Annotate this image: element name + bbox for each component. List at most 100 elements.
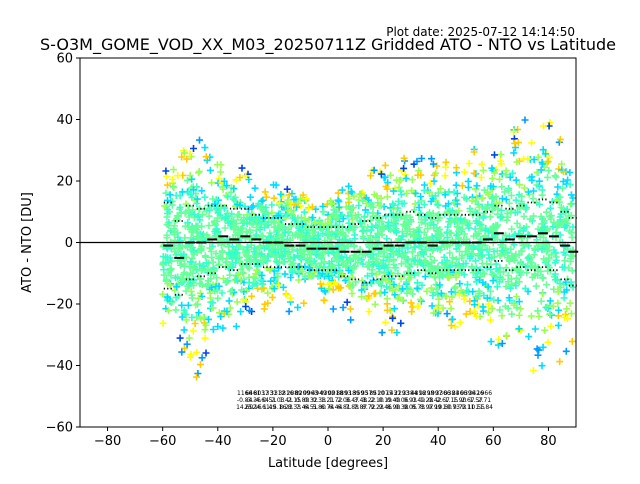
scatter-point (502, 283, 510, 290)
scatter-point (551, 276, 559, 284)
scatter-point (339, 230, 347, 238)
y-axis-label: ATO - NTO [DU] (20, 192, 35, 293)
scatter-point (453, 200, 461, 208)
bin-stat-stdev: 8.73 (412, 404, 426, 411)
scatter-point (335, 284, 343, 292)
scatter-point (538, 191, 546, 199)
scatter-point (382, 277, 390, 284)
scatter-point (442, 292, 449, 300)
bin-stat-stdev: 15.16 (269, 404, 286, 411)
bin-stat-stdev: 8.72 (362, 404, 376, 411)
plot-date: Plot date: 2025-07-12 14:14:50 (386, 25, 575, 39)
scatter-point (325, 223, 333, 231)
scatter-point (445, 272, 453, 280)
scatter-point (332, 221, 340, 229)
scatter-point (294, 252, 302, 260)
scatter-point (233, 298, 241, 306)
scatter-point (429, 160, 437, 168)
scatter-point (561, 251, 569, 259)
scatter-point (497, 213, 505, 221)
scatter-point (443, 234, 451, 242)
scatter-point (217, 168, 225, 176)
scatter-point (324, 215, 332, 223)
scatter-point (214, 294, 222, 302)
scatter-point (205, 222, 213, 230)
scatter-point (472, 217, 480, 225)
scatter-point (568, 233, 576, 241)
bin-stat-stdev: 25.16 (244, 404, 261, 411)
scatter-point (489, 223, 497, 231)
bin-stat-stdev: 5.80 (312, 404, 326, 411)
scatter-point (476, 289, 484, 297)
scatter-point (320, 263, 328, 271)
scatter-point (518, 192, 526, 200)
bin-stat-count: 8510 (369, 390, 384, 397)
scatter-point (556, 231, 564, 239)
scatter-point (436, 229, 444, 237)
scatter-point (361, 217, 368, 225)
scatter-point (301, 215, 309, 223)
scatter-point (224, 238, 232, 246)
scatter-point (275, 199, 283, 207)
scatter-point (431, 192, 439, 200)
scatter-point (464, 183, 472, 191)
y-tick-label: 40 (56, 113, 73, 128)
scatter-point (320, 208, 328, 216)
scatter-point (473, 270, 481, 278)
scatter-point (184, 176, 191, 184)
scatter-point (348, 290, 356, 297)
scatter-point (411, 256, 419, 264)
chart-title: S-O3M_GOME_VOD_XX_M03_20250711Z Gridded … (40, 35, 616, 55)
scatter-point (554, 285, 562, 293)
scatter-point (213, 286, 221, 294)
scatter-point (202, 321, 210, 329)
bin-stat-count: 1966 (477, 390, 492, 397)
scatter-point (310, 235, 318, 243)
scatter-point (548, 198, 556, 205)
scatter-point (475, 203, 483, 211)
scatter-point (455, 291, 463, 299)
scatter-point (365, 292, 373, 300)
scatter-point (284, 207, 292, 215)
bin-stat-mean: 0.32 (304, 397, 318, 404)
scatter-point (303, 229, 311, 237)
scatter-point (232, 322, 240, 330)
scatter-point (441, 243, 449, 251)
scatter-point (275, 264, 283, 272)
scatter-point (239, 269, 247, 277)
scatter-point (537, 166, 545, 174)
scatter-point (226, 304, 234, 312)
scatter-point (166, 281, 174, 289)
scatter-point (163, 220, 171, 228)
scatter-point (238, 286, 246, 294)
scatter-point (302, 195, 310, 202)
scatter-point (350, 192, 358, 200)
scatter-point (394, 270, 402, 277)
scatter-point (197, 245, 205, 252)
y-tick-label: −60 (46, 421, 73, 436)
scatter-point (478, 160, 486, 168)
scatter-point (498, 195, 506, 203)
scatter-point (450, 199, 458, 207)
scatter-point (394, 295, 402, 303)
scatter-point (529, 195, 537, 203)
scatter-point (202, 253, 210, 261)
scatter-point (446, 263, 454, 271)
scatter-point (203, 282, 211, 290)
scatter-point (505, 199, 513, 207)
scatter-point (475, 212, 483, 220)
scatter-point (393, 329, 401, 337)
scatter-point (492, 265, 500, 273)
bin-stat-count: 0918 (328, 390, 343, 397)
scatter-point (505, 187, 512, 195)
scatter-point (188, 294, 196, 302)
scatter-point (324, 228, 332, 236)
scatter-point (424, 225, 432, 233)
scatter-point (244, 253, 252, 261)
scatter-point (270, 285, 278, 293)
scatter-point (172, 192, 180, 199)
scatter-point (373, 192, 381, 200)
bin-stat-mean: 1.21 (321, 397, 335, 404)
bin-stat-stdev: 7.44 (296, 404, 310, 411)
scatter-point (290, 253, 298, 261)
